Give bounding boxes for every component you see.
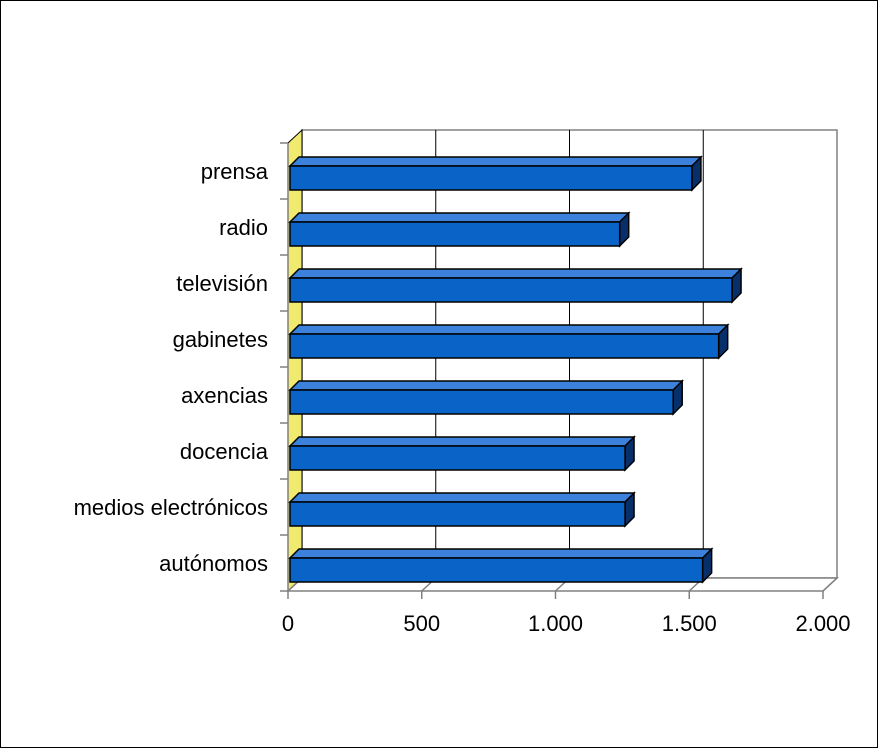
- bar: [288, 211, 631, 248]
- bar: [288, 379, 685, 416]
- bar-front: [289, 389, 674, 415]
- x-tick-label: 1.500: [662, 611, 717, 636]
- bar-top: [288, 212, 631, 223]
- category-label: radio: [219, 215, 268, 240]
- bar-top: [288, 324, 730, 335]
- bar-top: [288, 548, 714, 559]
- bar-front: [289, 165, 693, 191]
- category-label: gabinetes: [173, 327, 268, 352]
- x-tick-label: 2.000: [795, 611, 850, 636]
- bar-top: [288, 436, 636, 447]
- floor-grid-line: [822, 577, 838, 592]
- bar-front: [289, 445, 626, 471]
- bar: [288, 323, 730, 360]
- bar: [288, 435, 636, 472]
- category-label: medios electrónicos: [74, 495, 268, 520]
- bar: [288, 155, 703, 192]
- bar: [288, 547, 714, 584]
- x-tick-labels: 0 500 1.000 1.500 2.000: [282, 611, 851, 636]
- bars: [288, 155, 743, 584]
- bar-front: [289, 221, 621, 247]
- bar-top: [288, 492, 636, 503]
- bar-front: [289, 333, 720, 359]
- x-tick-label: 500: [403, 611, 440, 636]
- bar: [288, 267, 743, 304]
- category-label: axencias: [181, 383, 268, 408]
- category-label: televisión: [176, 271, 268, 296]
- bar-top: [288, 380, 685, 391]
- category-label: prensa: [201, 159, 269, 184]
- category-labels: prensa radio televisión gabinetes axencias do…: [74, 159, 269, 576]
- bar: [288, 491, 636, 528]
- bar-front: [289, 501, 626, 527]
- x-tick-label: 0: [282, 611, 294, 636]
- x-tick-label: 1.000: [528, 611, 583, 636]
- bar-front: [289, 277, 733, 303]
- category-label: autónomos: [159, 551, 268, 576]
- bar-top: [288, 268, 743, 279]
- bar-top: [288, 156, 703, 167]
- bar-front: [289, 557, 704, 583]
- category-label: docencia: [180, 439, 269, 464]
